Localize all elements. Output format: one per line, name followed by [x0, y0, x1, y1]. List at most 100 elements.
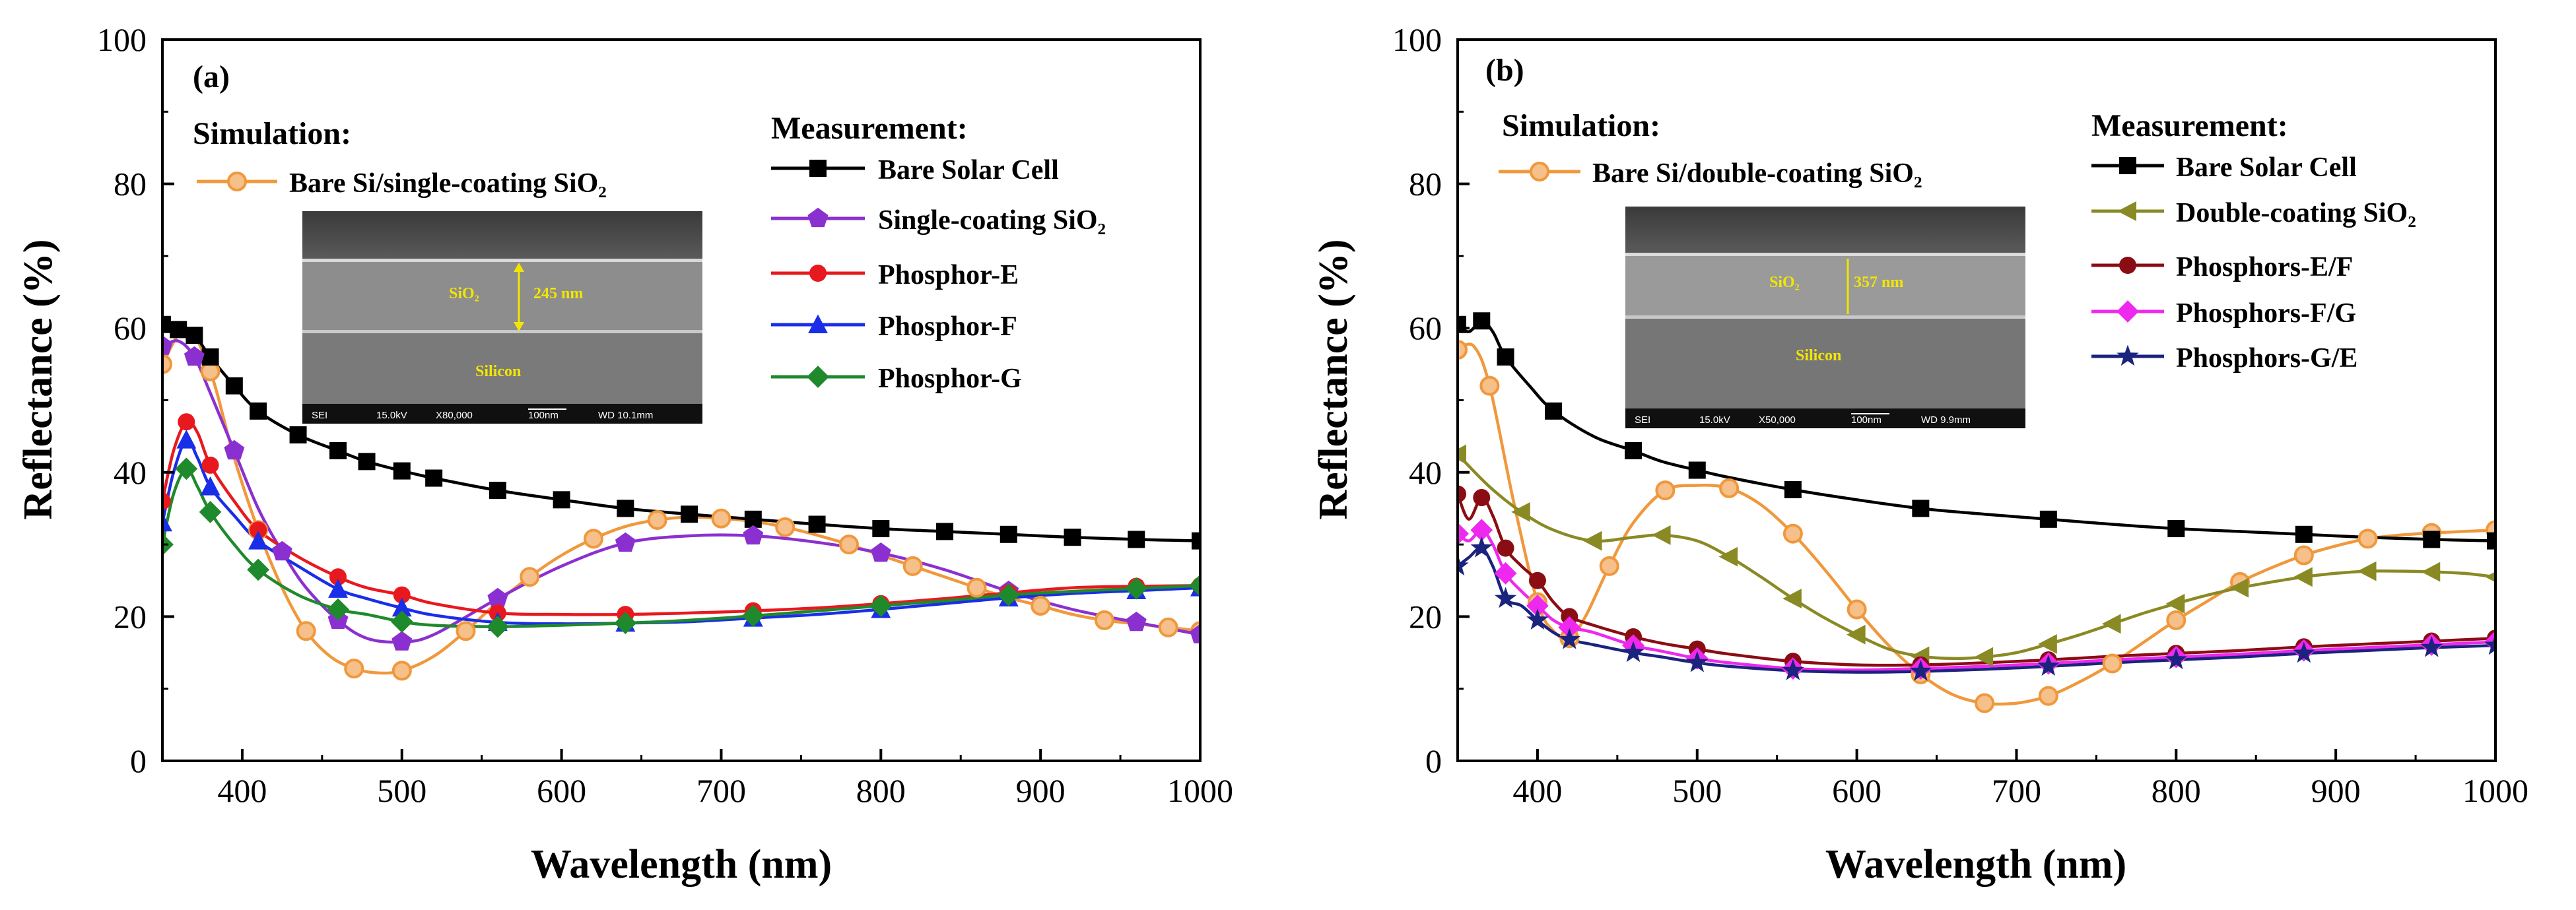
sem-inset: SiO₂ 245 nm Silicon SEI 15.0kV X80,000 1… — [302, 211, 702, 424]
data-point-bare-solar-cell — [872, 520, 890, 538]
data-point-phosphor-g — [486, 615, 509, 638]
panel-label: (b) — [1485, 53, 1524, 88]
data-point-phosphor-g — [390, 610, 413, 633]
data-point-bare-solar-cell — [225, 377, 243, 395]
data-point-double-coating-sio — [2421, 562, 2441, 582]
data-point-single-coating-sio — [870, 542, 891, 562]
legend-label-simulation: Bare Si/double-coating SiO₂ — [1592, 158, 1922, 189]
data-point-phosphor-g — [997, 583, 1020, 606]
data-point-bare-si-single-coating-sio — [1158, 617, 1178, 637]
data-point-phosphors-f-g — [1494, 562, 1517, 585]
y-axis-title: Reflectance (%) — [16, 239, 61, 519]
data-point-bare-si-single-coating-sio — [775, 517, 796, 537]
inset-info-wd: WD 10.1mm — [598, 410, 653, 421]
simulation-heading: Simulation: — [1502, 108, 1660, 143]
inset-info-scale: 100nm — [1851, 414, 1881, 426]
data-point-phosphor-e — [162, 492, 171, 510]
data-point-double-coating-sio — [2038, 634, 2057, 654]
x-tick-label: 900 — [2311, 772, 2361, 809]
data-point-phosphors-g-e — [1782, 659, 1804, 680]
data-point-bare-si-single-coating-sio — [711, 508, 731, 529]
data-point-single-coating-sio — [743, 525, 764, 545]
data-point-phosphors-g-e — [1470, 536, 1493, 558]
x-tick-label: 1000 — [1167, 772, 1233, 809]
legend-labels: Bare Si/single-coating SiO₂ Bare Solar C… — [289, 155, 1106, 394]
data-point-bare-si-double-coating-sio — [1719, 478, 1740, 498]
data-point-bare-solar-cell — [393, 462, 411, 480]
data-point-bare-si-single-coating-sio — [344, 659, 364, 679]
data-point-double-coating-sio — [1511, 502, 1530, 522]
data-point-phosphor-f — [200, 476, 220, 496]
legend-label-phosphors-g-e: Phosphors-G/E — [2176, 343, 2357, 374]
data-point-phosphor-f — [162, 512, 172, 532]
legend-label-single-coating: Single-coating SiO₂ — [878, 205, 1106, 236]
data-point-bare-solar-cell — [1000, 525, 1017, 543]
data-point-single-coating-sio — [184, 346, 205, 366]
data-point-double-coating-sio — [1718, 546, 1738, 567]
measurement-heading: Measurement: — [771, 111, 968, 146]
legend-label-bare-solar-cell: Bare Solar Cell — [878, 155, 1059, 185]
data-point-bare-si-double-coating-sio — [2166, 610, 2186, 630]
sem-background-layer — [1625, 207, 2025, 253]
data-point-bare-si-single-coating-sio — [391, 661, 412, 681]
legend-label-bare-solar-cell: Bare Solar Cell — [2176, 152, 2357, 183]
data-point-bare-solar-cell — [553, 491, 570, 509]
data-point-bare-si-single-coating-sio — [1031, 596, 1051, 616]
data-point-bare-solar-cell — [744, 510, 762, 528]
arrow-up-icon — [514, 263, 524, 272]
data-point-bare-solar-cell — [329, 442, 347, 460]
data-point-bare-si-single-coating-sio — [902, 556, 923, 576]
data-point-bare-solar-cell — [170, 321, 187, 339]
sem-surface-edge — [1625, 253, 2025, 256]
data-point-bare-solar-cell — [2423, 531, 2441, 548]
data-point-bare-si-double-coating-sio — [1599, 556, 1619, 576]
sem-background-layer — [302, 211, 702, 259]
data-point-phosphor-g — [741, 604, 764, 628]
data-point-bare-solar-cell — [1192, 532, 1200, 550]
inset-info-sei: SEI — [1635, 414, 1650, 426]
data-point-phosphors-g-e — [1526, 608, 1549, 630]
data-point-phosphors-f-g — [1558, 616, 1581, 639]
data-point-phosphors-g-e — [1909, 659, 1932, 681]
sem-silicon-layer — [1625, 319, 2025, 408]
inset-layer-label: SiO₂ — [1769, 274, 1800, 291]
data-point-bare-si-double-coating-sio — [2038, 686, 2058, 706]
measurement-heading: Measurement: — [2091, 108, 2288, 143]
data-point-phosphors-g-e — [2420, 635, 2443, 657]
y-tick-label: 80 — [114, 166, 147, 203]
sem-interface-edge — [302, 330, 702, 333]
inset-substrate-label: Silicon — [1796, 347, 1841, 364]
data-point-bare-solar-cell — [1625, 442, 1643, 460]
data-point-bare-si-single-coating-sio — [456, 621, 476, 641]
inset-layer-label: SiO₂ — [449, 285, 479, 302]
data-point-single-coating-sio — [224, 439, 245, 460]
data-point-single-coating-sio — [271, 540, 292, 561]
data-point-phosphors-g-e — [1494, 587, 1517, 608]
data-point-bare-solar-cell — [186, 327, 203, 344]
x-tick-label: 800 — [856, 772, 906, 809]
data-point-bare-solar-cell — [1128, 531, 1145, 548]
inset-info-wd: WD 9.9mm — [1921, 414, 1971, 426]
x-tick-label: 600 — [1832, 772, 1881, 809]
x-tick-label: 400 — [217, 772, 267, 809]
data-point-phosphor-e — [250, 521, 267, 539]
legend-labels: Bare Si/double-coating SiO₂ Bare Solar C… — [1592, 152, 2416, 374]
data-point-phosphor-f — [391, 597, 412, 617]
inset-thickness-label: 245 nm — [533, 285, 583, 302]
data-point-single-coating-sio — [1126, 611, 1147, 632]
data-point-phosphors-f-g — [1470, 519, 1493, 542]
legend-marker-phosphors-f-g — [2117, 300, 2139, 323]
data-point-phosphors-g-e — [2165, 648, 2187, 670]
data-point-double-coating-sio — [2165, 593, 2185, 614]
data-point-phosphors-e-f — [1528, 571, 1546, 589]
legend-marker-single-coating-sio — [807, 207, 829, 228]
x-tick-label: 600 — [537, 772, 586, 809]
data-point-bare-si-double-coating-sio — [1975, 693, 1995, 713]
sem-surface-edge — [302, 259, 702, 262]
data-point-phosphor-g — [614, 612, 637, 635]
data-point-single-coating-sio — [615, 532, 636, 552]
series-line-phosphors-e-f — [1458, 493, 2495, 667]
legend-marker-bare-solar-cell — [809, 160, 827, 177]
